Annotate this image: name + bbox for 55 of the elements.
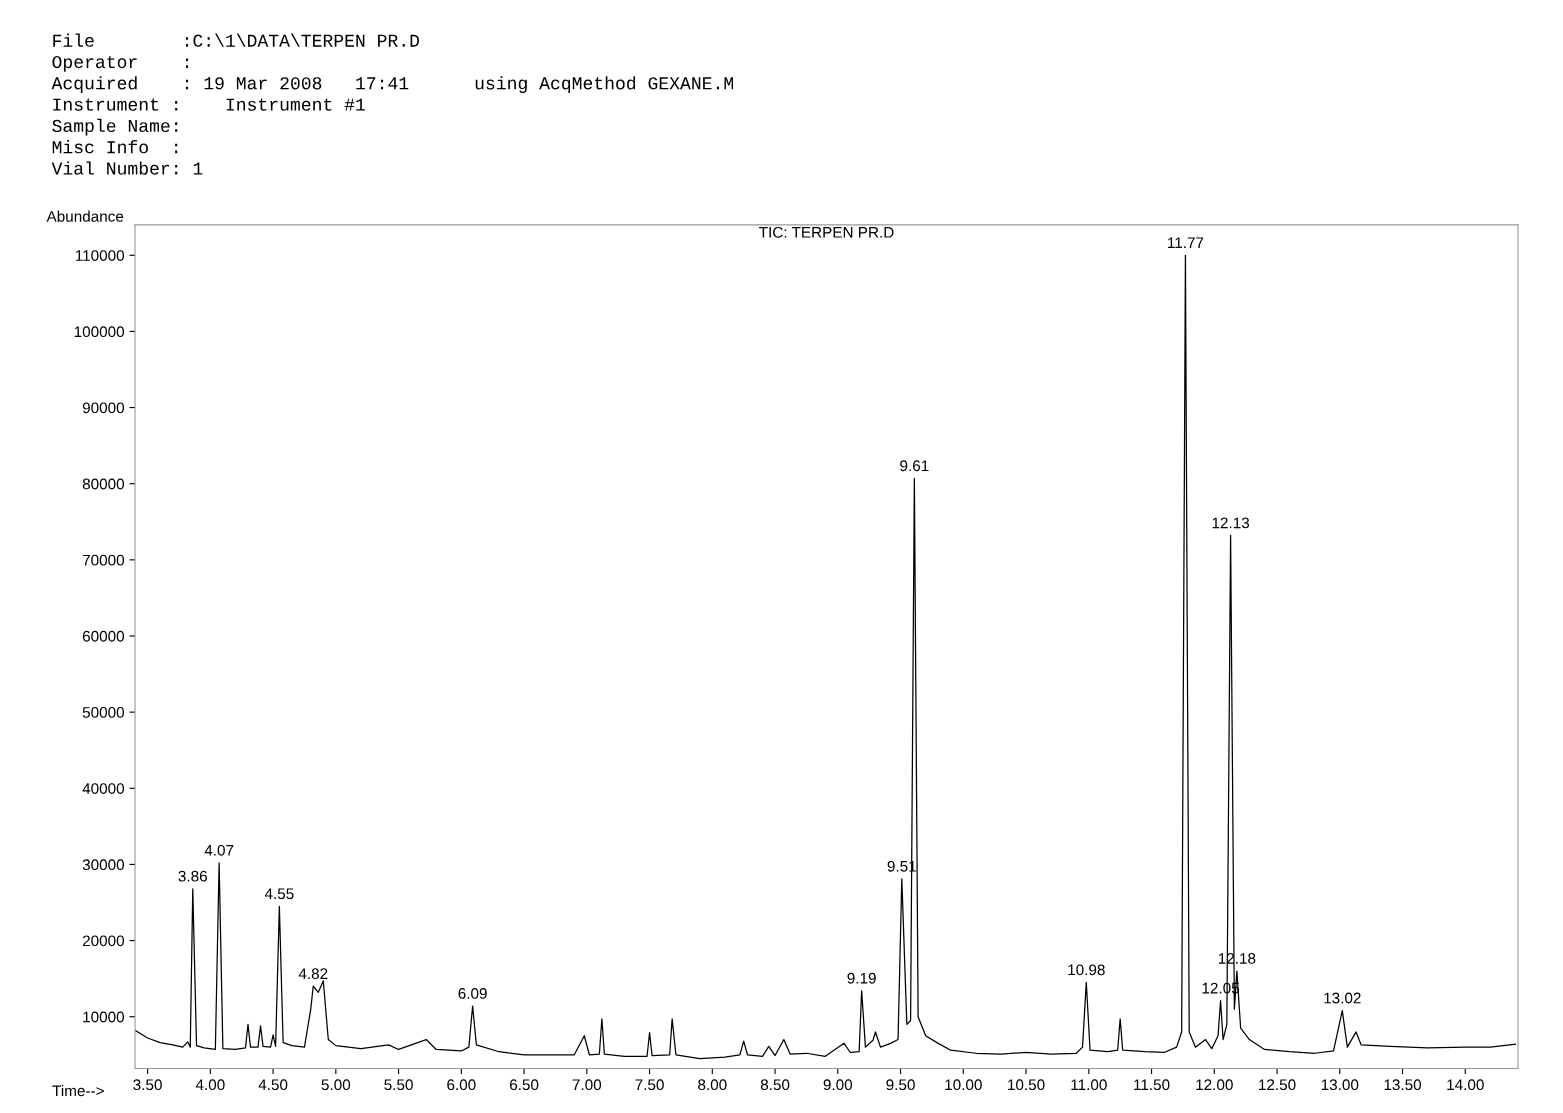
x-tick-label: 9.00 (823, 1079, 853, 1091)
annotation: 4.55 (264, 888, 294, 900)
annotation: 3.86 (178, 870, 207, 882)
text: Misc Info : (52, 140, 178, 154)
y-tick-label: 50000 (82, 707, 125, 718)
x-tick-label: 11.00 (1071, 1079, 1107, 1091)
x-tick-label: 11.50 (1134, 1079, 1170, 1091)
x-tick-label: 12.50 (1259, 1079, 1296, 1091)
annotation: 12.13 (1212, 517, 1250, 529)
y-tick-label: 110000 (75, 250, 125, 261)
x-tick-label: 8.00 (698, 1079, 727, 1091)
y-tick-label: 40000 (82, 783, 125, 794)
text: Instrument : Instrument #1 (53, 98, 365, 111)
x-tick-label: 7.00 (572, 1079, 602, 1091)
y-tick-label: 90000 (82, 402, 125, 414)
x-axis-title: Time--> (52, 1084, 104, 1097)
annotation: 10.98 (1068, 964, 1105, 976)
x-tick-label: 5.00 (321, 1079, 351, 1091)
x-tick-label: 10.00 (945, 1079, 982, 1091)
annotation: 9.19 (847, 972, 876, 984)
annotation: 4.07 (204, 844, 234, 856)
x-tick-label: 14.00 (1447, 1079, 1484, 1091)
x-tick-label: 4.00 (195, 1079, 225, 1091)
y-tick-label: 70000 (82, 554, 125, 566)
x-tick-label: 13.50 (1384, 1079, 1422, 1091)
text: Acquired : 19 Mar 2008 17:41 using AcqMethod GEXANE.M (51, 76, 734, 94)
text: Vial Number: 1 (51, 161, 203, 175)
x-tick-label: 12.00 (1196, 1079, 1233, 1091)
y-tick-label: 80000 (82, 478, 125, 490)
y-tick-label: 20000 (82, 935, 125, 947)
text: File :C:\1\DATA\TERPEN PR.D (53, 33, 420, 47)
y-axis-title: Abundance (46, 210, 124, 222)
y-tick-label: 30000 (82, 859, 125, 871)
annotation: 6.09 (458, 988, 487, 999)
text: Operator : (52, 55, 189, 72)
chart-title: TIC: TERPEN PR.D (759, 226, 894, 238)
text: Sample Name: (52, 118, 178, 136)
annotation: 4.82 (298, 968, 328, 980)
x-tick-label: 8.50 (760, 1079, 790, 1091)
annotation: 11.77 (1168, 237, 1204, 248)
x-tick-label: 10.50 (1008, 1079, 1045, 1091)
line-series (135, 254, 1517, 1060)
x-tick-label: 6.50 (509, 1079, 539, 1091)
x-tick-label: 3.50 (133, 1079, 162, 1091)
y-tick-label: 100000 (74, 326, 125, 338)
annotation: 13.02 (1324, 992, 1361, 1004)
x-tick-label: 4.50 (258, 1079, 288, 1091)
y-tick-label: 10000 (83, 1011, 125, 1023)
annotation: 9.61 (900, 460, 929, 472)
x-tick-label: 13.00 (1321, 1079, 1359, 1091)
x-tick-label: 9.50 (886, 1079, 915, 1091)
x-tick-label: 5.50 (384, 1079, 413, 1091)
y-tick-label: 60000 (82, 630, 125, 642)
x-tick-label: 7.50 (635, 1079, 664, 1091)
x-tick-label: 6.00 (447, 1079, 476, 1091)
